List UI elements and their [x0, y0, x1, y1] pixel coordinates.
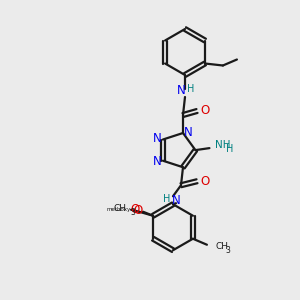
Text: O: O	[200, 104, 210, 118]
Text: 3: 3	[225, 246, 230, 255]
Text: O: O	[130, 203, 140, 216]
Text: N: N	[184, 125, 192, 139]
Text: H: H	[163, 194, 171, 204]
Text: CH: CH	[216, 242, 229, 251]
Text: CH: CH	[113, 204, 126, 213]
Text: H: H	[187, 84, 195, 94]
Text: H: H	[226, 144, 234, 154]
Text: N: N	[172, 194, 180, 207]
Text: O: O	[134, 204, 143, 217]
Text: O: O	[200, 175, 210, 188]
Text: N: N	[152, 132, 161, 145]
Text: NH: NH	[215, 140, 231, 150]
Text: N: N	[177, 85, 185, 98]
Text: methoxy: methoxy	[107, 207, 131, 212]
Text: N: N	[152, 155, 161, 168]
Text: 3: 3	[130, 208, 135, 217]
